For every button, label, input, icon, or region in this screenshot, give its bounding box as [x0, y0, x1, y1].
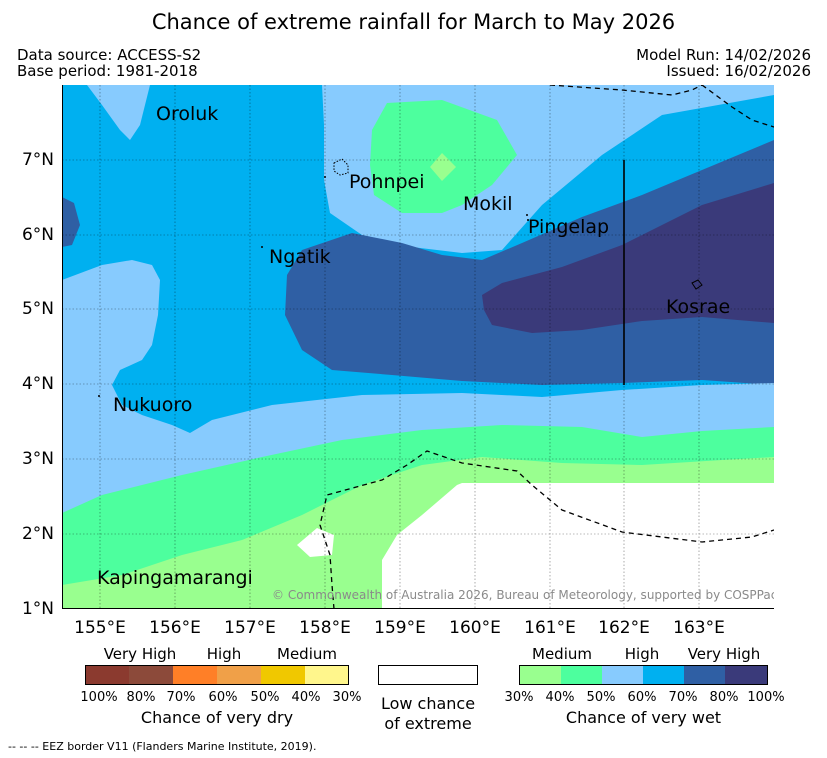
data-source: Data source: ACCESS-S2 [17, 46, 202, 64]
label-ngatik: Ngatik [269, 246, 331, 268]
label-pohnpei: Pohnpei [349, 171, 425, 193]
wet-tick-40: 40% [545, 690, 575, 705]
lon-label-163e: 163°E [673, 618, 725, 638]
eez-border-north [549, 85, 703, 96]
dry-tick-60: 60% [208, 690, 238, 705]
wet-swatch-70 [684, 666, 725, 684]
issued-date: Issued: 16/02/2026 [666, 62, 811, 80]
label-kosrae: Kosrae [666, 296, 731, 318]
lon-label-157e: 157°E [224, 618, 276, 638]
lon-label-155e: 155°E [74, 618, 126, 638]
zone-low-chance [382, 483, 774, 609]
wet-tick-50: 50% [586, 690, 616, 705]
lat-label-7n: 7°N [21, 150, 54, 170]
dry-tick-40: 40% [291, 690, 321, 705]
ant-atoll [324, 176, 326, 178]
eez-footnote: -- -- -- EEZ border V11 (Flanders Marine… [8, 740, 317, 753]
dry-colorbar [85, 665, 349, 685]
dry-tick-100: 100% [80, 690, 118, 705]
dry-swatch-70 [173, 666, 217, 684]
dry-swatch-100 [86, 666, 129, 684]
zone-very-high-80-west [62, 197, 80, 247]
zone-low-chance-islet [297, 528, 334, 557]
wet-swatch-50 [602, 666, 643, 684]
lon-label-159e: 159°E [374, 618, 426, 638]
lat-label-1n: 1°N [21, 599, 54, 619]
pohnpei-island [333, 158, 349, 176]
wet-tick-70: 70% [668, 690, 698, 705]
lon-label-158e: 158°E [299, 618, 351, 638]
wet-legend-title: Chance of very wet [565, 708, 722, 727]
wet-colorbar [519, 665, 768, 685]
copyright-notice: © Commonwealth of Australia 2026, Bureau… [272, 588, 774, 602]
label-nukuoro: Nukuoro [113, 394, 193, 416]
wet-swatch-30 [520, 666, 561, 684]
wet-swatch-80 [725, 666, 767, 684]
base-period: Base period: 1981-2018 [17, 62, 198, 80]
dry-header-high: High [206, 645, 242, 663]
wet-tick-60: 60% [627, 690, 657, 705]
dry-tick-50: 50% [250, 690, 280, 705]
ngatik-atoll [261, 246, 263, 248]
dry-legend-title: Chance of very dry [140, 708, 294, 727]
dry-tick-80: 80% [126, 690, 156, 705]
lat-label-3n: 3°N [21, 449, 54, 469]
lat-label-4n: 4°N [21, 374, 54, 394]
kosrae-island [691, 279, 703, 290]
eez-border-south [319, 450, 774, 609]
wet-tick-100: 100% [747, 690, 785, 705]
pingelap-atoll [527, 219, 529, 221]
wet-header-very-high: Very High [687, 645, 761, 663]
low-chance-label-line2: of extreme [384, 714, 472, 733]
rainfall-map: Oroluk Pohnpei Mokil Pingelap Ngatik Kos… [62, 85, 774, 609]
wet-swatch-40 [561, 666, 602, 684]
low-chance-label-line1: Low chance [380, 694, 476, 713]
wet-header-medium: Medium [532, 645, 592, 663]
label-pingelap: Pingelap [528, 216, 610, 238]
low-chance-swatch [378, 665, 478, 685]
rainfall-map-canvas [62, 85, 774, 609]
wet-tick-80: 80% [709, 690, 739, 705]
model-run: Model Run: 14/02/2026 [636, 46, 811, 64]
zone-very-high-90 [482, 183, 774, 333]
dry-swatch-80 [129, 666, 173, 684]
lat-label-5n: 5°N [21, 299, 54, 319]
wet-tick-30: 30% [504, 690, 534, 705]
dry-swatch-40 [305, 666, 348, 684]
dry-tick-30: 30% [332, 690, 362, 705]
zone-high-60-northwest [87, 85, 150, 140]
chart-title: Chance of extreme rainfall for March to … [151, 10, 676, 34]
dry-swatch-50 [261, 666, 305, 684]
eez-border-northeast [701, 85, 774, 128]
label-kapingamarangi: Kapingamarangi [97, 567, 253, 589]
label-mokil: Mokil [463, 193, 513, 215]
lon-label-160e: 160°E [449, 618, 501, 638]
mokil-atoll [526, 214, 528, 216]
label-oroluk: Oroluk [156, 103, 219, 125]
lat-label-6n: 6°N [21, 225, 54, 245]
dry-header-medium: Medium [277, 645, 337, 663]
lon-label-162e: 162°E [598, 618, 650, 638]
nukuoro-atoll [98, 395, 100, 397]
dry-swatch-60 [217, 666, 261, 684]
lon-label-156e: 156°E [149, 618, 201, 638]
dry-header-very-high: Very High [103, 645, 177, 663]
lon-label-161e: 161°E [524, 618, 576, 638]
lat-label-2n: 2°N [21, 524, 54, 544]
zone-very-high-80 [285, 140, 774, 385]
wet-swatch-60 [643, 666, 684, 684]
wet-header-high: High [624, 645, 660, 663]
dry-tick-70: 70% [166, 690, 196, 705]
